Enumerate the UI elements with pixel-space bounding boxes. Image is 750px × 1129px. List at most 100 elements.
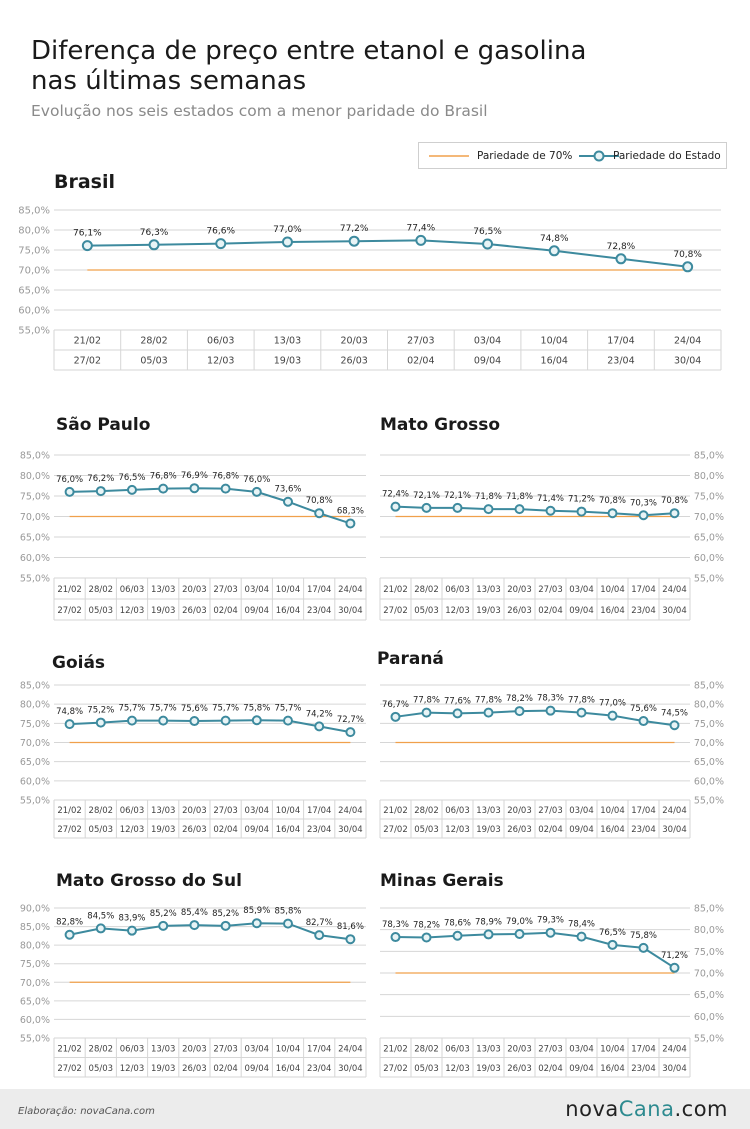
x-tick-label-start: 24/04 (662, 806, 687, 816)
x-tick-label-end: 12/03 (445, 825, 470, 835)
x-tick-label-start: 27/03 (538, 1044, 563, 1054)
data-label: 77,8% (413, 696, 440, 706)
data-point (607, 508, 618, 519)
data-label: 71,4% (537, 494, 564, 504)
data-point (452, 930, 463, 941)
chart-svg: Paraná 55,0% 60,0% 65,0% 70,0% 75,0% 80,0% 85,0… (377, 649, 724, 839)
chart-panel-brasil: Brasil 55,0% 60,0% 65,0% 70,0% 75,0% 80,0% 85,0… (0, 160, 750, 371)
x-tick-label-start: 03/04 (474, 336, 501, 347)
data-label: 76,5% (599, 928, 626, 938)
chart-panel-minas-gerais: Minas Gerais 55,0% 60,0% 65,0% 70,0% 75,0% 80,… (360, 862, 730, 1078)
y-tick-label: 75,0% (20, 492, 50, 503)
x-tick-label-start: 13/03 (476, 1044, 501, 1054)
data-point (638, 716, 649, 727)
data-label: 75,6% (630, 704, 657, 714)
x-tick-label-start: 20/03 (507, 806, 532, 816)
data-point (421, 502, 432, 513)
y-tick-label: 55,0% (20, 796, 50, 807)
data-point (314, 508, 325, 519)
x-tick-label-end: 19/03 (274, 356, 301, 367)
data-label: 77,2% (340, 224, 369, 234)
x-tick-label-end: 12/03 (120, 1064, 145, 1074)
y-tick-label: 65,0% (20, 996, 50, 1007)
data-point (127, 715, 137, 726)
data-label: 82,8% (56, 918, 83, 928)
chart-panel-sao-paulo: São Paulo 55,0% 60,0% 65,0% 70,0% 75,0% 80,0% 8… (0, 405, 370, 621)
data-label: 76,8% (212, 472, 239, 482)
y-tick-label: 75,0% (694, 719, 724, 730)
y-tick-label: 55,0% (20, 1034, 50, 1045)
legend-reference-label: Pariedade de 70% (477, 150, 573, 162)
data-label: 76,2% (87, 474, 114, 484)
x-tick-label-start: 21/02 (57, 1044, 82, 1054)
x-tick-label-end: 26/03 (182, 606, 207, 616)
x-tick-label-start: 20/03 (182, 585, 207, 595)
data-point (95, 486, 106, 497)
x-tick-label-start: 27/03 (213, 1044, 238, 1054)
x-tick-label-start: 06/03 (120, 585, 145, 595)
x-tick-label-end: 16/04 (541, 356, 568, 367)
data-point (345, 518, 356, 529)
data-label: 72,1% (413, 491, 440, 501)
x-tick-label-end: 30/04 (662, 825, 687, 835)
data-point (545, 705, 556, 716)
x-tick-label-end: 12/03 (207, 356, 234, 367)
data-point (81, 240, 93, 252)
data-point (483, 707, 494, 718)
page-title: Diferença de preço entre etanol e gasoli… (31, 36, 671, 96)
y-tick-label: 60,0% (694, 553, 724, 564)
data-label: 85,4% (181, 908, 208, 918)
data-point (345, 727, 356, 738)
y-tick-label: 85,0% (694, 681, 724, 692)
x-tick-label-start: 06/03 (445, 806, 470, 816)
data-label: 78,6% (444, 919, 471, 929)
x-tick-label-end: 16/04 (600, 606, 625, 616)
x-tick-label-end: 30/04 (674, 356, 701, 367)
x-tick-label-start: 06/03 (120, 806, 145, 816)
data-point (682, 261, 694, 273)
data-point (545, 927, 556, 938)
data-point (251, 715, 262, 726)
data-label: 71,2% (661, 951, 688, 961)
data-point (345, 934, 356, 945)
x-tick-label-start: 27/03 (407, 336, 434, 347)
data-point (415, 234, 427, 246)
data-point (158, 483, 169, 494)
x-tick-label-start: 24/04 (662, 1044, 687, 1054)
x-tick-label-end: 12/03 (120, 606, 145, 616)
x-tick-label-start: 28/02 (89, 1044, 114, 1054)
data-label: 74,8% (540, 234, 569, 244)
x-tick-label-start: 10/04 (276, 585, 301, 595)
x-tick-label-end: 27/02 (57, 1064, 82, 1074)
x-tick-label-start: 17/04 (631, 585, 656, 595)
data-label: 85,2% (150, 909, 177, 919)
chart-title: Mato Grosso (380, 415, 500, 435)
data-label: 78,3% (537, 694, 564, 704)
x-tick-label-end: 05/03 (414, 606, 439, 616)
data-label: 72,8% (607, 242, 636, 252)
data-label: 79,0% (506, 917, 533, 927)
data-point (95, 717, 106, 728)
x-tick-label-end: 09/04 (245, 606, 270, 616)
chart-svg: Brasil 55,0% 60,0% 65,0% 70,0% 75,0% 80,0% 85,0… (18, 171, 722, 371)
x-tick-label-start: 10/04 (541, 336, 568, 347)
data-point (421, 932, 432, 943)
title-line-2: nas últimas semanas (31, 66, 307, 96)
y-tick-label: 85,0% (20, 922, 50, 933)
data-label: 85,8% (274, 907, 301, 917)
x-tick-label-end: 27/02 (74, 356, 101, 367)
data-point (220, 715, 231, 726)
x-tick-label-start: 10/04 (600, 585, 625, 595)
x-tick-label-end: 02/04 (538, 606, 563, 616)
data-label: 76,5% (118, 473, 145, 483)
x-tick-label-start: 21/02 (57, 806, 82, 816)
y-tick-label: 90,0% (20, 904, 50, 915)
y-tick-label: 80,0% (20, 941, 50, 952)
x-tick-label-start: 10/04 (276, 806, 301, 816)
page-subtitle: Evolução nos seis estados com a menor pa… (31, 102, 488, 120)
data-point (669, 962, 680, 973)
y-tick-label: 85,0% (694, 451, 724, 462)
x-tick-label-start: 06/03 (445, 1044, 470, 1054)
y-tick-label: 60,0% (694, 776, 724, 787)
x-tick-label-end: 05/03 (89, 825, 114, 835)
